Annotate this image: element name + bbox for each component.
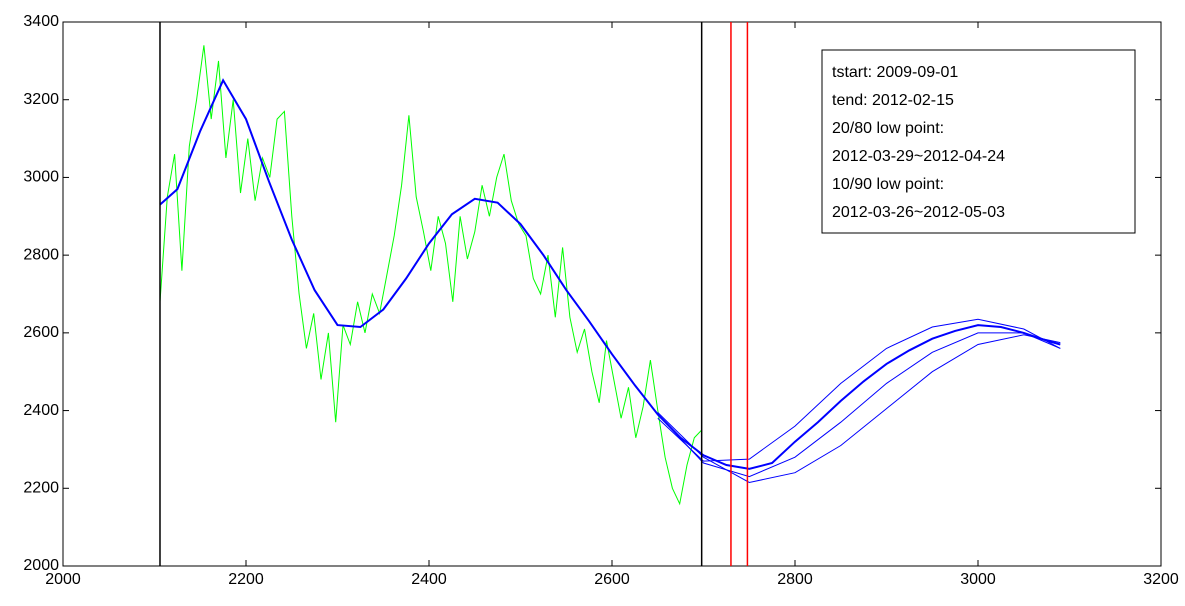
- x-tick-label: 2600: [594, 571, 630, 588]
- y-tick-label: 2200: [23, 480, 59, 497]
- annotation-text: 10/90 low point:: [832, 176, 944, 193]
- annotation-text: tend: 2012-02-15: [832, 92, 954, 109]
- series-line: [159, 78, 1061, 470]
- y-tick-label: 2800: [23, 246, 59, 263]
- annotation-frame: [821, 49, 1136, 234]
- y-tick-label: 2400: [23, 402, 59, 419]
- x-tick-label: 3200: [1143, 571, 1179, 588]
- y-tick-label: 3000: [23, 169, 59, 186]
- y-tick-label: 3400: [23, 13, 59, 30]
- y-tick-label: 3200: [23, 91, 59, 108]
- x-tick-label: 2800: [777, 571, 813, 588]
- series-line: [159, 45, 703, 506]
- annotation-text: tstart: 2009-09-01: [832, 64, 958, 81]
- annotation-text: 20/80 low point:: [832, 120, 944, 137]
- annotation-text: 2012-03-26~2012-05-03: [832, 204, 1005, 221]
- series-line: [657, 332, 1061, 478]
- x-tick-label: 2400: [411, 571, 447, 588]
- x-tick-label: 2200: [228, 571, 264, 588]
- series-line: [657, 318, 1061, 462]
- x-tick-label: 3000: [960, 571, 996, 588]
- annotation-text: 2012-03-29~2012-04-24: [832, 148, 1005, 165]
- y-tick-label: 2000: [23, 557, 59, 574]
- annotation-box: tstart: 2009-09-01 tend: 2012-02-15 20/80 …: [821, 49, 1136, 234]
- x-tick-label: 2000: [45, 571, 81, 588]
- y-tick-label: 2600: [23, 324, 59, 341]
